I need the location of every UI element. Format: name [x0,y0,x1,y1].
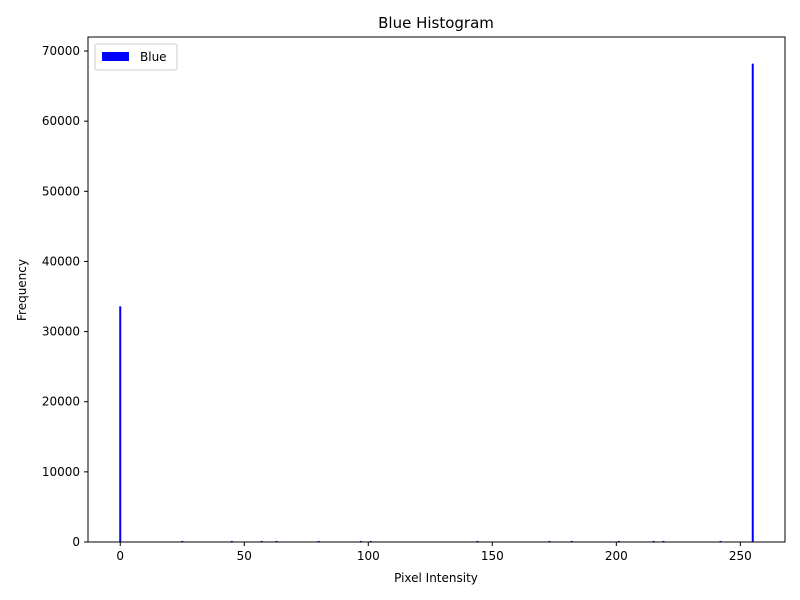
y-tick-label: 40000 [42,254,80,268]
legend: Blue [94,43,178,71]
histogram-bar [476,540,479,542]
histogram-bar [275,540,278,542]
histogram-bar [230,540,233,542]
x-tick-label: 200 [605,549,628,563]
x-tick-label: 0 [116,549,124,563]
histogram-bar [617,540,620,542]
x-axis-label: Pixel Intensity [394,571,478,585]
y-tick-label: 50000 [42,184,80,198]
chart-title: Blue Histogram [378,14,494,32]
x-axis-ticks: 0 50 100 150 200 250 [116,542,752,563]
y-tick-label: 30000 [42,325,80,339]
histogram-bar [570,540,573,542]
y-tick-label: 10000 [42,465,80,479]
y-axis-label: Frequency [15,259,29,321]
histogram-bar [662,540,665,542]
histogram-bar [181,540,184,542]
x-tick-label: 150 [481,549,504,563]
y-tick-label: 20000 [42,395,80,409]
x-tick-label: 250 [729,549,752,563]
y-axis-ticks: 0 10000 20000 30000 40000 50000 60000 70000 [42,44,88,549]
y-tick-label: 60000 [42,114,80,128]
histogram-bar [317,540,320,542]
legend-box [94,43,178,71]
plot-frame [87,36,786,543]
x-tick-label: 100 [357,549,380,563]
histogram-bar [359,540,362,542]
histogram-bar [719,540,722,542]
histogram-bar [652,540,655,542]
x-tick-label: 50 [237,549,252,563]
histogram-bar [119,306,122,542]
histogram-bar [751,63,754,543]
legend-label: Blue [140,50,167,64]
histogram-bar [260,540,263,542]
bars [119,63,754,543]
y-tick-label: 0 [72,535,80,549]
legend-swatch [102,52,129,61]
y-tick-label: 70000 [42,44,80,58]
histogram-bar [369,540,372,542]
histogram-bar [548,540,551,542]
